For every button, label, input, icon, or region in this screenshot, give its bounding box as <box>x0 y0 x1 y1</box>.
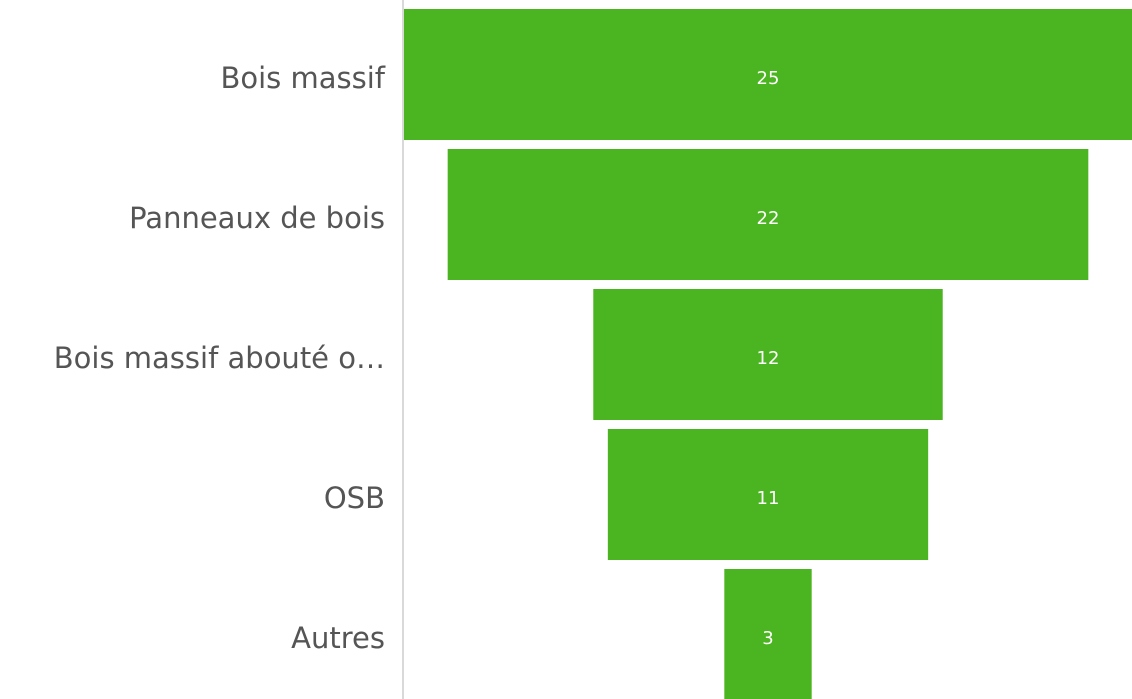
value-label: 3 <box>762 628 773 649</box>
value-label: 22 <box>757 208 780 229</box>
category-label: Bois massif abouté o… <box>54 341 385 375</box>
funnel-bar <box>724 569 812 699</box>
funnel-bar <box>447 149 1089 280</box>
category-label: Autres <box>291 621 385 655</box>
funnel-bar <box>607 429 929 560</box>
category-label: Panneaux de bois <box>129 201 385 235</box>
funnel-bar <box>593 289 943 420</box>
funnel-bar <box>404 9 1132 140</box>
value-label: 12 <box>757 348 780 369</box>
value-label: 11 <box>757 488 780 509</box>
category-label: Bois massif <box>220 61 385 95</box>
value-label: 25 <box>757 68 780 89</box>
category-label: OSB <box>324 481 385 515</box>
